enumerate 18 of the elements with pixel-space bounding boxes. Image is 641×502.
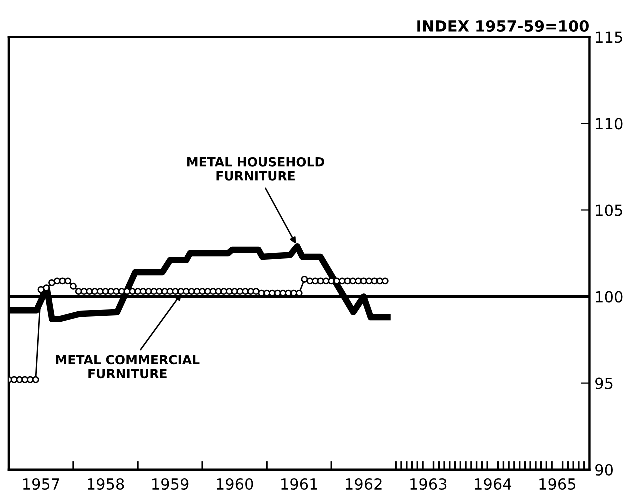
y-axis-title: INDEX 1957-59=100 [418, 20, 589, 32]
x-tick-label: 1963 [410, 478, 447, 490]
y-tick-label: 100 [596, 291, 623, 303]
y-tick-label: 115 [596, 32, 622, 44]
x-tick-label: 1959 [152, 478, 189, 490]
y-tick-label: 105 [596, 204, 622, 216]
annotation: METAL COMMERCIAL FURNITURE [56, 355, 200, 379]
y-tick-label: 90 [596, 464, 614, 476]
x-tick-label: 1961 [282, 478, 318, 490]
annotation: METAL HOUSEHOLD FURNITURE [188, 157, 324, 181]
y-tick-label: 95 [596, 378, 613, 390]
x-tick-label: 1957 [23, 478, 60, 490]
y-tick-label: 110 [596, 118, 623, 130]
x-tick-label: 1964 [475, 478, 512, 490]
x-tick-label: 1962 [346, 478, 382, 490]
x-tick-label: 1960 [217, 478, 254, 490]
x-tick-label: 1965 [540, 478, 576, 490]
x-tick-label: 1958 [88, 478, 124, 490]
